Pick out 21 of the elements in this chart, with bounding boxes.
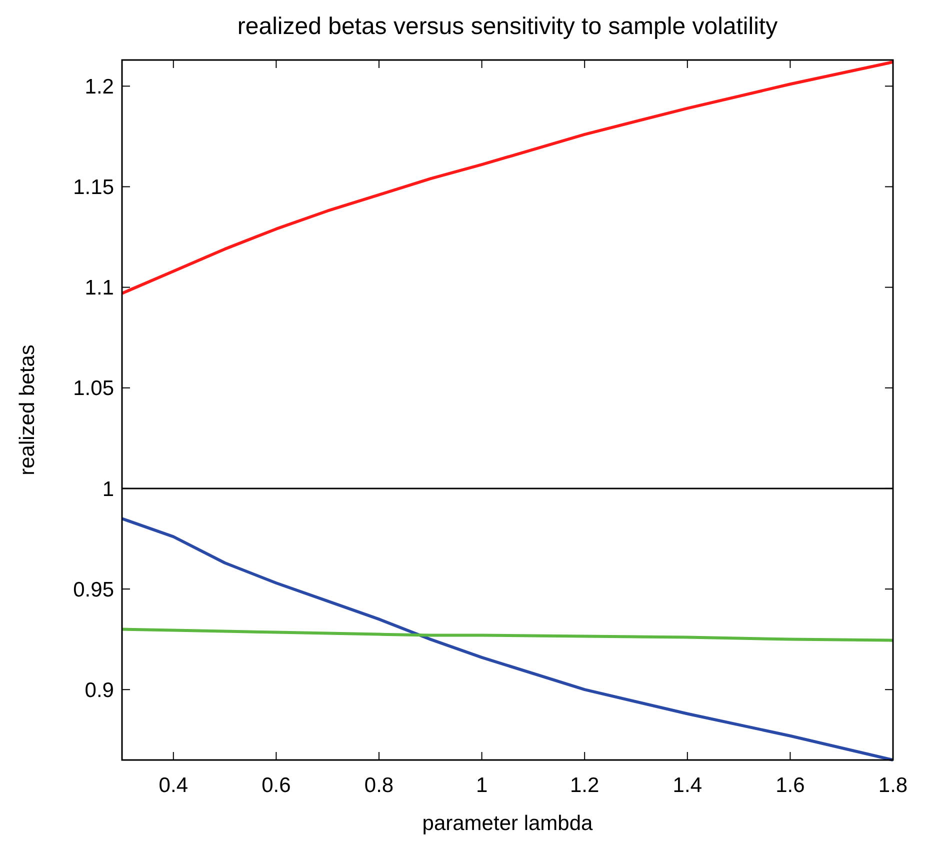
y-tick-label: 1.05 (73, 377, 114, 400)
y-tick-label: 1.15 (73, 176, 114, 200)
y-tick-label: 0.95 (73, 578, 114, 602)
line-series (120, 60, 894, 295)
line-series (120, 628, 894, 642)
x-tick-label: 1.2 (570, 774, 600, 797)
x-axis-title: parameter lambda (422, 812, 594, 835)
x-tick-label: 0.4 (158, 774, 188, 797)
x-tick-label: 1.4 (672, 774, 702, 797)
y-axis-title: realized betas (16, 344, 39, 476)
x-tick-label: 1.6 (776, 774, 805, 797)
x-tick-label: 0.6 (262, 774, 291, 797)
x-tick-label: 0.8 (364, 774, 394, 797)
line-series (120, 517, 894, 762)
y-tick-label: 1 (102, 478, 114, 501)
x-tick-label: 1.8 (878, 774, 908, 797)
chart-title: realized betas versus sensitivity to sample volatility (237, 13, 778, 40)
y-tick-label: 0.9 (84, 678, 114, 702)
x-tick-label: 1 (476, 774, 488, 797)
y-tick-label: 1.2 (84, 76, 114, 98)
y-tick-label: 1.1 (84, 276, 114, 300)
